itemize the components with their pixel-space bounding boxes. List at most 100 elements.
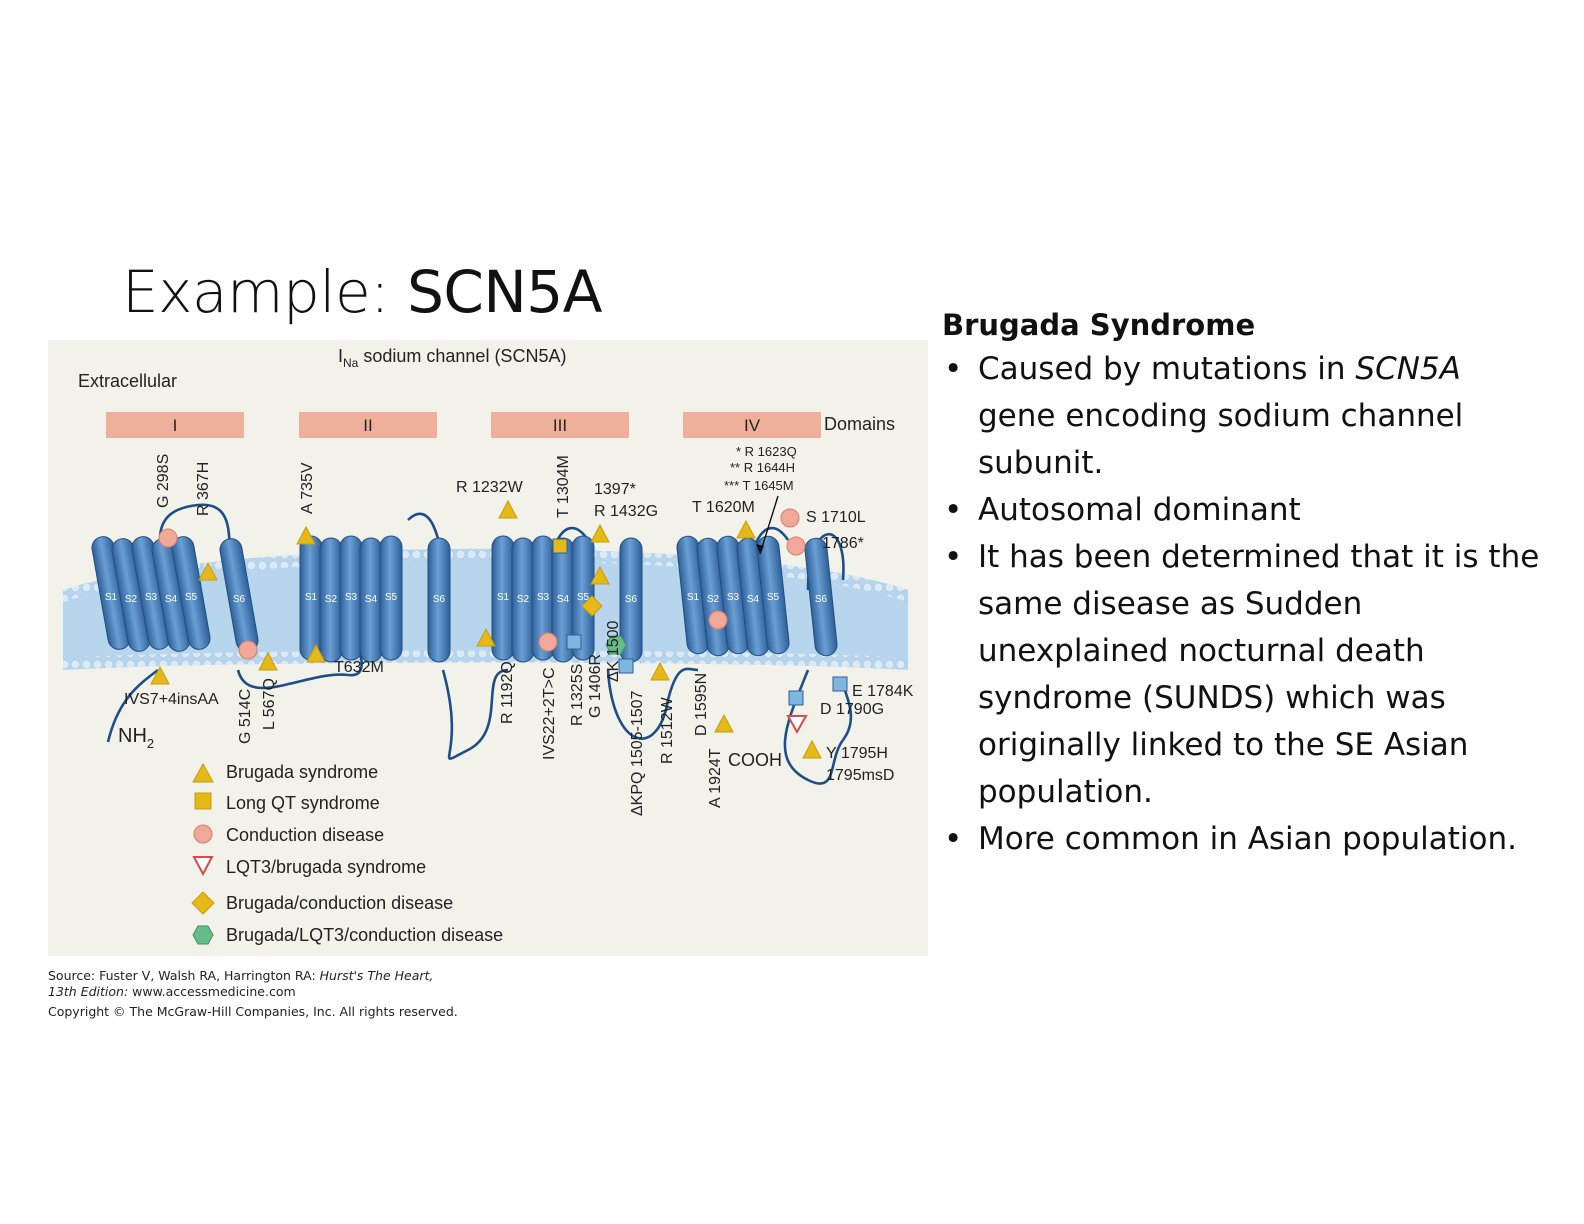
title-prefix: Example: <box>122 258 408 326</box>
domain-IV-helices: S1 S2 S3 S4 S5 S6 <box>676 535 838 657</box>
segment-label: S3 <box>345 592 358 603</box>
segment-label: S6 <box>625 594 638 605</box>
domain-III-helices: S1 S2 S3 S4 S5 S6 <box>491 535 643 663</box>
legend-triangle-down-icon <box>192 856 214 877</box>
legend-item-lqt3-brugada: LQT3/brugada syndrome <box>192 856 426 877</box>
domains-label: Domains <box>824 414 895 434</box>
legend-label: Brugada/conduction disease <box>226 893 453 913</box>
legend-triangle-icon <box>192 762 214 783</box>
legend-label: Brugada/LQT3/conduction disease <box>226 925 503 945</box>
segment-label: S4 <box>365 594 378 605</box>
conduction-marker <box>238 640 258 660</box>
helix-III-S1: S1 <box>491 535 515 661</box>
legend-circle-icon <box>193 824 213 844</box>
source-line-1: Source: Fuster V, Walsh RA, Harrington R… <box>48 968 458 984</box>
segment-label: S2 <box>707 594 720 605</box>
helix-II-S6: S6 <box>427 537 451 663</box>
bullet-item: • Autosomal dominant <box>942 487 1542 534</box>
arrow-head <box>756 544 764 554</box>
domain-I-helices: S1 S2 S3 S4 S5 S6 <box>91 536 259 652</box>
figure-title: INa sodium channel (SCN5A) <box>338 346 566 370</box>
brugada-marker <box>258 651 278 671</box>
segment-label: S5 <box>577 592 590 603</box>
segment-label: S2 <box>517 594 530 605</box>
mutation-r1232w: R 1232W <box>456 479 524 496</box>
bullet-dot: • <box>944 539 963 575</box>
mutation-e1784k: E 1784K <box>852 683 914 700</box>
conduction-marker <box>780 508 800 528</box>
segment-label: S1 <box>105 592 118 603</box>
brugada-marker <box>296 525 316 545</box>
segment-label: S5 <box>385 592 398 603</box>
helix-II-S5: S5 <box>379 535 403 661</box>
mutation-dkpq: ΔKPQ 1505-1507 <box>629 690 646 816</box>
domain-II-helices: S1 S2 S3 S4 S5 S6 <box>299 535 451 663</box>
mutation-d1595n: D 1595N <box>693 673 710 736</box>
domain-bar-rect <box>683 412 821 438</box>
segment-label: S4 <box>165 594 178 605</box>
annotation-arrow <box>759 495 779 555</box>
brugada-marker <box>198 561 218 581</box>
brugada-marker <box>590 565 610 585</box>
brugada-panel: Brugada Syndrome • Caused by mutations in… <box>942 308 1542 863</box>
bullet-dot: • <box>944 821 963 857</box>
segment-label: S4 <box>557 594 570 605</box>
segment-label: S4 <box>747 594 760 605</box>
segment-label: S6 <box>815 594 828 605</box>
brugada-marker <box>714 713 734 733</box>
mutation-r1644h: ** R 1644H <box>730 460 795 475</box>
source-line-2: 13th Edition: www.accessmedicine.com <box>48 984 458 1000</box>
brugada-marker <box>590 523 610 543</box>
source-book: Hurst's The Heart, <box>319 968 434 983</box>
conduction-marker <box>708 610 728 630</box>
helix-I-S5: S5 <box>171 536 211 650</box>
brugada-conduction-marker <box>581 595 603 617</box>
nh2-terminus-label: NH2 <box>118 725 154 751</box>
bullet-item: • Caused by mutations in SCN5A gene encod… <box>942 346 1542 487</box>
bullet-text: Caused by mutations in <box>978 351 1356 387</box>
segment-label: S6 <box>433 594 446 605</box>
brugada-marker <box>802 739 822 759</box>
brugada-lqt3-conduction-marker <box>605 635 627 655</box>
bullet-item: • More common in Asian population. <box>942 816 1542 863</box>
conduction-marker <box>538 632 558 652</box>
mutation-r367h: R 367H <box>195 462 212 516</box>
legend-item-brugada: Brugada syndrome <box>192 762 378 783</box>
figure-source: Source: Fuster V, Walsh RA, Harrington R… <box>48 968 458 1020</box>
bullet-text: More common in Asian population. <box>978 821 1517 857</box>
segment-label: S1 <box>687 592 700 603</box>
bullet-text: Autosomal dominant <box>978 492 1301 528</box>
mutation-r1623q: * R 1623Q <box>736 444 797 459</box>
mutation-d1790g: D 1790G <box>820 701 884 718</box>
legend-item-conduction: Conduction disease <box>193 824 384 845</box>
mutation-r1325s: R 1325S <box>569 664 586 726</box>
mutation-a735v: A 735V <box>299 462 316 514</box>
mutation-l567q: L 567Q <box>261 678 278 730</box>
conduction-marker <box>158 528 178 548</box>
mutation-ivs22: IVS22+2T>C <box>541 668 558 761</box>
mutation-s1710l: S 1710L <box>806 509 866 526</box>
legend-label: LQT3/brugada syndrome <box>226 857 426 877</box>
mutation-1786: 1786* <box>822 535 864 552</box>
bullet-text: It has been determined that it is the sa… <box>978 539 1540 810</box>
copyright-notice: Copyright © The McGraw-Hill Companies, I… <box>48 1004 458 1019</box>
panel-heading: Brugada Syndrome <box>942 308 1256 342</box>
helix-IV-S5: S5 <box>756 535 790 655</box>
segment-label: S1 <box>497 592 510 603</box>
bullet-dot: • <box>944 351 963 387</box>
lqt-marker <box>566 634 582 650</box>
mutation-labels: G 298S R 367H A 735V R 1232W T 1304M 139… <box>124 444 914 816</box>
mutation-g1406r: G 1406R <box>587 654 604 718</box>
legend-label: Conduction disease <box>226 825 384 845</box>
polypeptide-loop <box>106 668 159 743</box>
helices: S1 S2 S3 S4 S5 S6 S1 S2 S3 S4 S5 S6 S1 S2 S3 S4 S5 S6 S1 S2… <box>91 535 838 663</box>
mutation-t632m: T632M <box>334 659 384 676</box>
segment-label: S2 <box>325 594 338 605</box>
segment-label: S5 <box>767 592 780 603</box>
channel-diagram-svg: INa sodium channel (SCN5A) Extracellular… <box>48 340 928 956</box>
helix-III-S2: S2 <box>511 537 535 663</box>
mutation-1795msd: 1795msD <box>826 767 894 784</box>
domain-bar-rect <box>299 412 437 438</box>
mutation-y1795h: Y 1795H <box>826 745 888 762</box>
polypeptide-loop <box>783 669 845 785</box>
